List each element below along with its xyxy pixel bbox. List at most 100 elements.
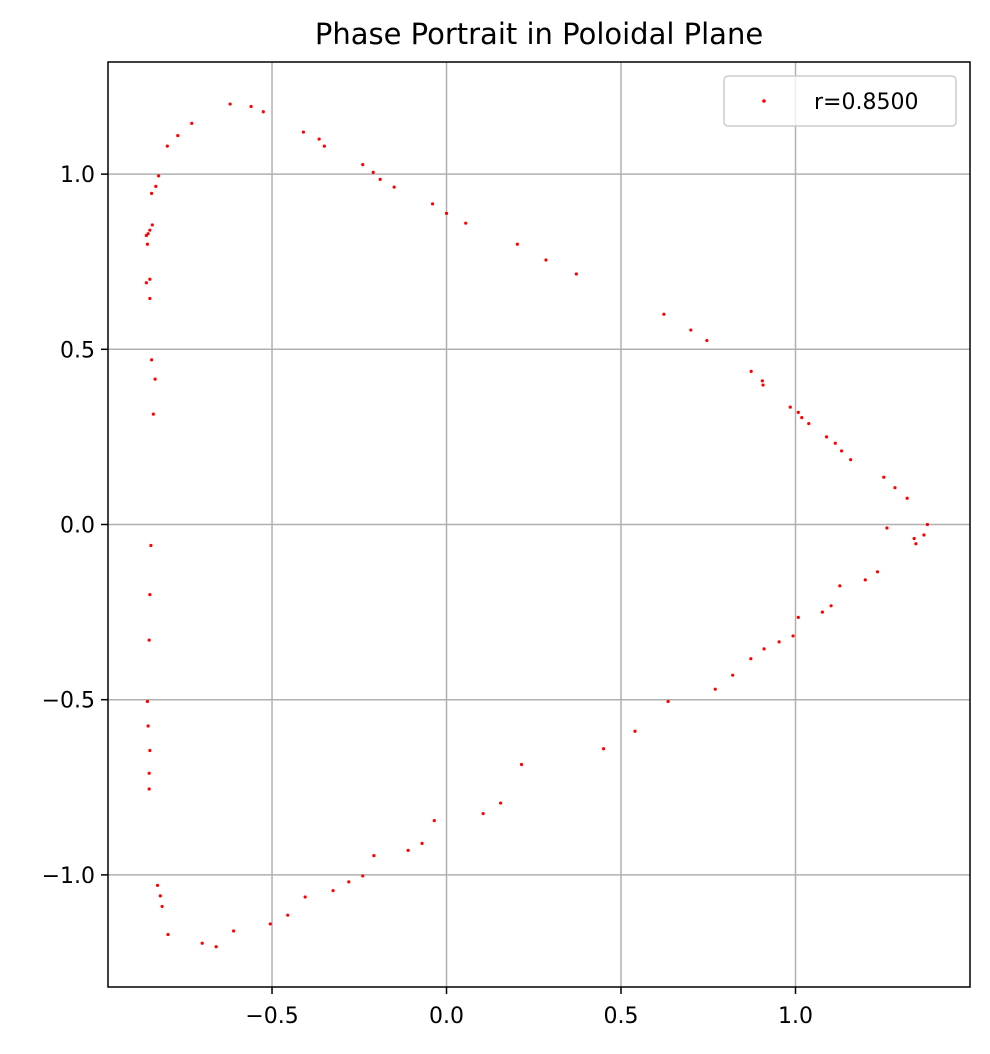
data-point — [705, 338, 709, 343]
data-point — [912, 536, 916, 541]
data-point — [829, 604, 833, 608]
data-point — [165, 144, 169, 148]
data-point — [761, 383, 765, 387]
data-point — [148, 296, 152, 301]
data-point — [148, 748, 152, 753]
data-point — [601, 747, 606, 751]
data-point — [347, 880, 351, 884]
data-point — [160, 904, 164, 909]
data-point — [444, 211, 449, 215]
y-tick-label: 0.5 — [60, 338, 95, 363]
data-point — [882, 475, 886, 479]
data-point — [286, 913, 290, 917]
data-point — [760, 379, 764, 383]
data-point — [144, 233, 148, 238]
data-point — [228, 102, 232, 106]
x-tick-label: 0.5 — [604, 1004, 639, 1029]
data-point — [875, 570, 880, 574]
data-point — [148, 277, 152, 281]
data-point — [149, 543, 153, 548]
data-point — [378, 177, 382, 181]
legend: r=0.8500 — [723, 75, 957, 127]
data-point — [824, 435, 829, 439]
data-point — [432, 818, 436, 823]
data-point — [633, 729, 637, 733]
data-point — [150, 358, 154, 362]
data-point — [925, 522, 930, 527]
data-point — [166, 932, 170, 937]
data-point — [838, 584, 842, 588]
data-point — [232, 929, 236, 933]
data-point — [893, 486, 897, 490]
data-point — [807, 421, 811, 426]
data-point — [499, 801, 503, 805]
grid — [108, 62, 970, 987]
data-point — [331, 889, 335, 893]
data-point — [749, 369, 753, 373]
data-point — [788, 405, 792, 409]
data-point — [214, 945, 218, 949]
legend-box — [723, 75, 957, 127]
data-point — [833, 441, 837, 445]
data-point — [155, 883, 160, 887]
data-point — [762, 647, 766, 651]
data-point — [200, 941, 204, 945]
legend-marker — [762, 99, 766, 103]
data-point — [777, 640, 781, 644]
data-point — [190, 121, 194, 125]
x-tick-label: 0.0 — [429, 1004, 464, 1029]
data-point — [176, 133, 180, 138]
data-point — [147, 638, 151, 642]
y-tick-label: 0.0 — [60, 514, 95, 539]
data-point — [146, 724, 150, 728]
data-point — [430, 202, 435, 206]
data-point — [839, 449, 844, 453]
data-point — [863, 578, 867, 582]
data-point — [371, 170, 375, 174]
data-point — [662, 312, 666, 316]
data-point — [148, 592, 152, 597]
data-point — [150, 191, 154, 195]
data-point — [301, 130, 306, 134]
data-point — [420, 841, 424, 845]
data-point — [361, 874, 365, 878]
data-point — [791, 634, 795, 638]
data-point — [713, 687, 717, 691]
x-tick-label: 1.0 — [778, 1004, 813, 1029]
data-point — [157, 174, 161, 178]
data-point — [922, 533, 926, 537]
data-point — [914, 542, 918, 546]
data-point — [148, 228, 152, 232]
data-point — [905, 496, 909, 500]
data-point — [406, 848, 410, 852]
data-point — [544, 258, 548, 262]
data-point — [322, 144, 326, 148]
data-point — [796, 615, 800, 619]
y-tick-label: 1.0 — [60, 163, 95, 188]
data-point — [849, 458, 853, 462]
data-point — [515, 242, 519, 246]
data-point — [731, 673, 735, 677]
legend-label: r=0.8500 — [814, 90, 918, 115]
data-point — [361, 163, 365, 167]
data-point — [153, 377, 157, 381]
data-point — [372, 854, 376, 858]
data-point — [796, 410, 800, 414]
data-point — [151, 412, 155, 416]
chart-title: Phase Portrait in Poloidal Plane — [315, 17, 763, 51]
data-point — [261, 110, 265, 114]
data-points — [144, 102, 930, 949]
data-point — [317, 137, 321, 141]
data-point — [481, 811, 485, 816]
data-point — [749, 657, 753, 661]
y-tick-label: −0.5 — [42, 689, 95, 714]
data-point — [574, 272, 578, 276]
data-point — [885, 526, 889, 530]
data-point — [150, 223, 154, 227]
axis-ticks: −0.5 0.0 0.5 1.0 −1.0 −0.5 0.0 0.5 1.0 — [42, 163, 813, 1029]
data-point — [666, 699, 670, 704]
data-point — [147, 771, 151, 775]
data-point — [268, 922, 272, 926]
